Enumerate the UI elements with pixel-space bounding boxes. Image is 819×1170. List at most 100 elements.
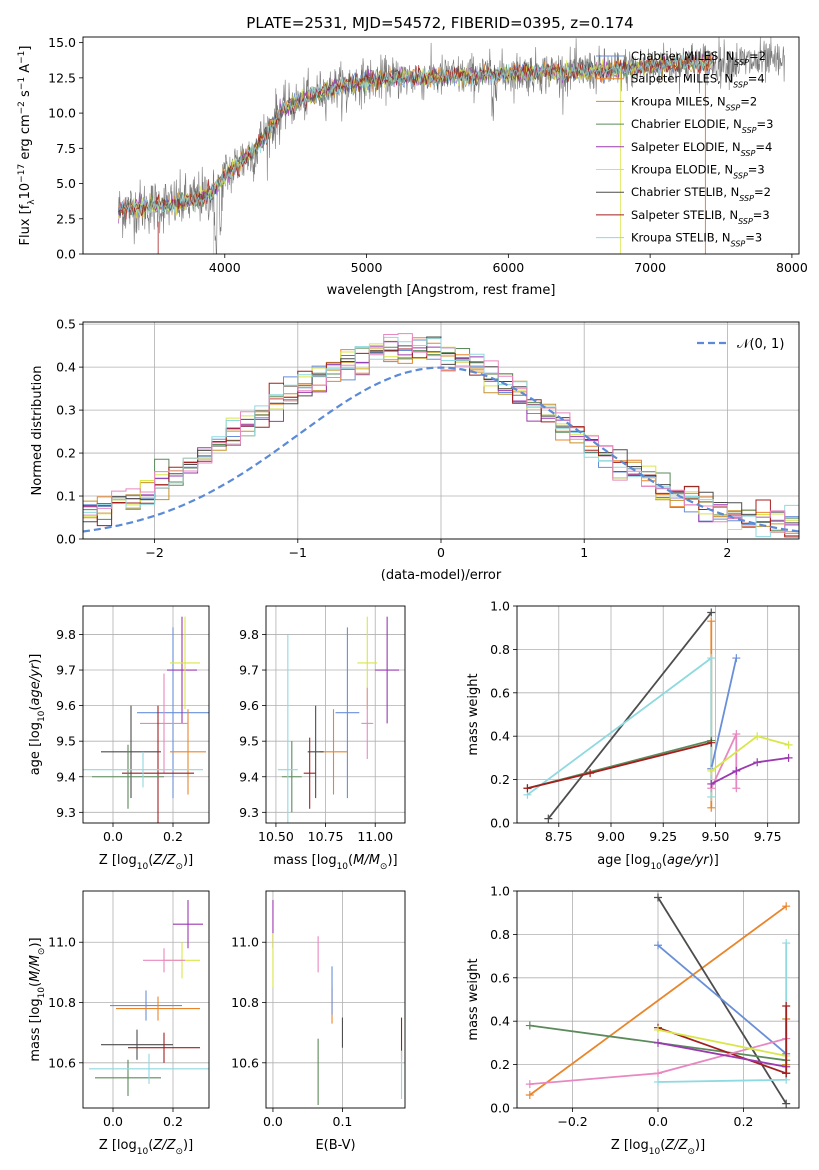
data-point-errorbar <box>101 1029 173 1060</box>
weight-marker <box>784 740 793 749</box>
y-tick-label: 0.3 <box>56 403 76 418</box>
figure-title: PLATE=2531, MJD=54572, FIBERID=0395, z=0… <box>246 14 633 32</box>
residual-legend: 𝒩(0, 1) <box>697 337 784 352</box>
weight-series <box>654 939 791 1086</box>
y-axis-label: mass weight <box>466 673 481 755</box>
data-point-errorbar <box>92 744 164 809</box>
weight-marker <box>544 814 553 823</box>
weight-marker <box>525 1021 534 1030</box>
plot-area-mass-vs-Z <box>89 900 209 1096</box>
panel-weight-vs-age: 8.75 9.00 9.25 9.50 9.75 0.0 0.2 0.4 0.6 0.8 1.0 ag… <box>466 599 800 872</box>
weight-marker <box>654 1069 662 1078</box>
axes-frame <box>82 605 210 824</box>
x-tick-label: 10.75 <box>308 829 344 844</box>
weight-marker <box>732 784 741 793</box>
y-tick-label: 11.0 <box>48 935 76 950</box>
weight-marker <box>523 784 532 793</box>
y-tick-label: 9.7 <box>56 663 76 678</box>
weight-marker <box>707 654 716 663</box>
weight-series <box>707 654 741 773</box>
weight-marker <box>707 792 716 801</box>
data-point-errorbar <box>173 900 203 949</box>
y-tick-label: 0.0 <box>490 816 510 831</box>
data-point-errorbar <box>375 616 400 724</box>
data-point-errorbar <box>361 687 374 759</box>
weight-marker <box>753 758 762 767</box>
weight-marker <box>654 941 662 950</box>
y-tick-label: 0.2 <box>490 772 510 787</box>
panel-spectrum: 4000 5000 6000 7000 8000 0.0 2.5 5.0 7.5 10.0 12.5… <box>17 35 808 298</box>
plot-area-weight-vs-Z <box>525 893 791 1108</box>
data-point-errorbar <box>95 1059 161 1096</box>
weight-line <box>657 943 788 1083</box>
weight-series <box>782 1002 791 1078</box>
x-axis-label: E(B-V) <box>315 1138 355 1153</box>
data-point-errorbar <box>83 751 203 788</box>
residual-histogram-line <box>83 336 799 539</box>
x-tick-label: 0.1 <box>333 1114 353 1129</box>
weight-marker <box>782 1002 791 1011</box>
x-tick-label: 0.2 <box>163 1114 183 1129</box>
panel-residuals: −2 −1 0 1 2 0.0 0.1 0.2 0.3 0.4 0.5 𝒩(0, 1) (data-mo… <box>30 317 800 583</box>
data-point-errorbar <box>281 741 302 813</box>
data-point-errorbar <box>128 1032 200 1063</box>
weight-line <box>657 1042 787 1068</box>
weight-marker <box>782 902 791 911</box>
data-point-errorbar <box>170 709 206 795</box>
weight-marker <box>707 608 716 617</box>
data-point-errorbar <box>143 948 185 973</box>
weight-line <box>529 905 787 1096</box>
weight-marker <box>732 730 741 739</box>
data-point-errorbar <box>122 705 194 823</box>
data-point-errorbar <box>140 673 188 774</box>
plot-area-mass-vs-ebv <box>272 900 403 1105</box>
x-tick-label: 0.0 <box>648 1114 668 1129</box>
y-tick-label: 9.3 <box>56 805 76 820</box>
x-tick-label: 0.0 <box>103 1114 123 1129</box>
weight-series <box>523 738 716 793</box>
y-axis-label: mass [log10(M/M⊙)] <box>28 937 47 1061</box>
weight-series <box>654 941 791 1058</box>
y-tick-label: 0.2 <box>56 446 76 461</box>
y-tick-label: 12.5 <box>48 70 76 85</box>
y-tick-label: 9.8 <box>56 627 76 642</box>
y-tick-label: 9.4 <box>56 769 76 784</box>
y-tick-label: 15.0 <box>48 35 76 50</box>
y-tick-label: 0.4 <box>56 360 76 375</box>
y-tick-label: 0.4 <box>490 729 510 744</box>
plot-area-age-vs-mass <box>277 616 400 823</box>
weight-marker <box>586 769 595 778</box>
weight-line <box>527 741 712 790</box>
data-point-errorbar <box>319 709 348 795</box>
weight-marker <box>654 893 662 902</box>
model-spectrum-line <box>118 54 715 217</box>
y-tick-label: 9.8 <box>239 627 259 642</box>
x-axis-label: wavelength [Angstrom, rest frame] <box>327 283 556 298</box>
x-tick-label: 0.2 <box>734 1114 754 1129</box>
weight-marker <box>525 1090 534 1099</box>
x-tick-label: 9.25 <box>649 829 677 844</box>
legend-label: Chabrier MILES, NSSP=2 <box>631 49 766 67</box>
y-tick-label: 0.8 <box>490 642 510 657</box>
y-tick-label: 1.0 <box>490 884 510 899</box>
weight-marker <box>732 766 741 775</box>
y-tick-label: 0.2 <box>490 1057 510 1072</box>
data-point-errorbar <box>89 1053 209 1084</box>
legend-label: Chabrier STELIB, NSSP=2 <box>631 185 771 203</box>
data-point-errorbar <box>170 616 200 710</box>
residual-histogram-line <box>83 333 799 539</box>
x-tick-label: 1 <box>580 545 588 560</box>
panel-age-vs-Z: 0.0 0.2 9.3 9.4 9.5 9.6 9.7 9.8 Z [log10(Z/Z⊙)] a… <box>28 605 210 872</box>
legend-label: Salpeter ELODIE, NSSP=4 <box>631 140 772 158</box>
x-tick-label: −1 <box>289 545 307 560</box>
y-tick-label: 10.8 <box>231 995 259 1010</box>
x-tick-label: 6000 <box>492 260 524 275</box>
plot-layer: 4000 5000 6000 7000 80000.02.55.07.510.012.5… <box>17 35 808 1157</box>
legend-label: Kroupa STELIB, NSSP=3 <box>631 231 762 249</box>
weight-series <box>523 654 716 801</box>
x-tick-label: 8000 <box>776 260 808 275</box>
axes-frame <box>265 605 406 824</box>
weight-marker <box>707 779 716 788</box>
legend-label: 𝒩(0, 1) <box>737 337 784 352</box>
y-tick-label: 10.6 <box>48 1055 76 1070</box>
